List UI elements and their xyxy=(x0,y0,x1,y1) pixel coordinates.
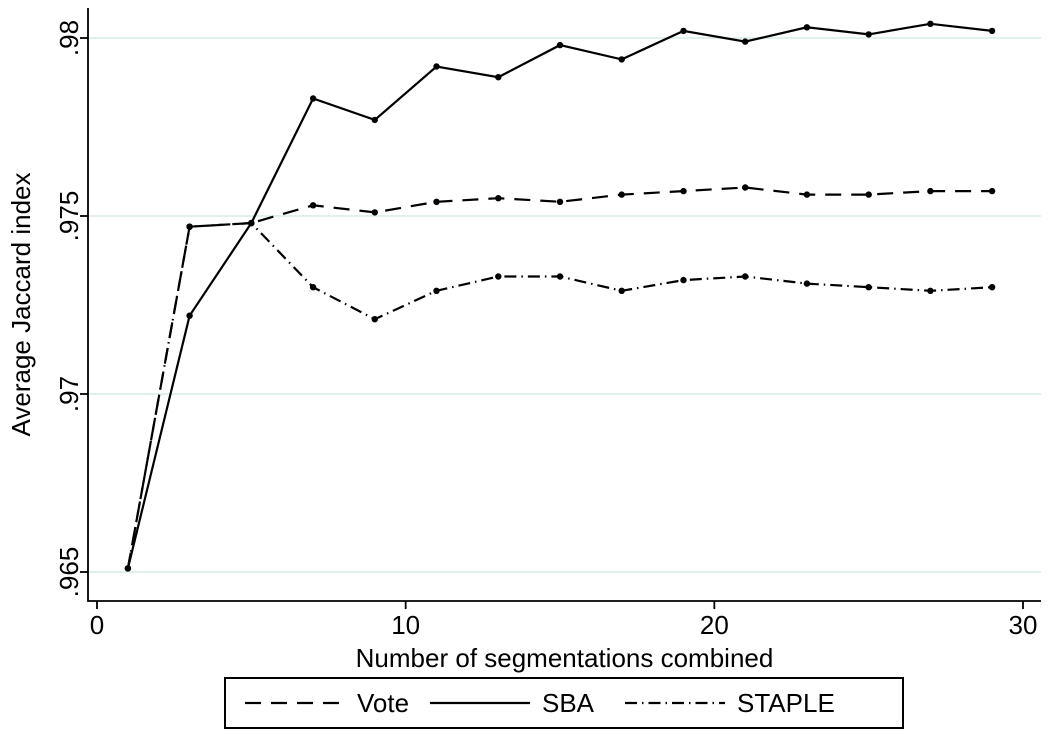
y-tick-label-1: .97 xyxy=(54,376,84,412)
y-tick-label-0: .965 xyxy=(54,547,84,598)
marker-vote xyxy=(618,191,625,198)
marker-staple xyxy=(433,287,440,294)
x-tick-label-3: 30 xyxy=(1009,610,1038,640)
marker-sba xyxy=(803,24,811,31)
marker-vote xyxy=(495,195,502,202)
x-tick-label-2: 20 xyxy=(700,610,729,640)
marker-staple xyxy=(248,219,255,227)
marker-staple xyxy=(927,287,934,294)
marker-sba xyxy=(742,38,749,45)
legend-label-sba: SBA xyxy=(542,688,595,718)
marker-vote xyxy=(433,198,440,205)
marker-sba xyxy=(371,116,378,124)
marker-staple xyxy=(371,316,378,323)
x-axis-label: Number of segmentations combined xyxy=(356,643,774,673)
marker-vote xyxy=(803,191,811,198)
marker-vote xyxy=(309,202,317,209)
marker-staple xyxy=(988,284,996,291)
marker-vote xyxy=(680,187,687,195)
marker-sba xyxy=(186,312,193,319)
y-tick-label-3: .98 xyxy=(54,20,84,56)
marker-vote xyxy=(988,187,996,195)
series-line-vote xyxy=(126,186,993,569)
y-axis-label: Average Jaccard index xyxy=(6,172,36,436)
marker-staple xyxy=(680,276,687,284)
x-tick-label-0: 0 xyxy=(90,610,104,640)
marker-sba xyxy=(865,31,872,38)
marker-sba xyxy=(988,27,996,35)
axis-frame xyxy=(87,8,1041,602)
marker-sba xyxy=(433,63,440,70)
marker-vote xyxy=(927,187,934,195)
marker-staple xyxy=(309,284,317,291)
marker-sba xyxy=(556,41,564,49)
marker-staple xyxy=(803,280,811,287)
marker-staple xyxy=(556,273,564,280)
marker-staple xyxy=(865,284,872,291)
marker-sba xyxy=(618,56,625,63)
marker-staple xyxy=(618,287,625,294)
legend-label-staple: STAPLE xyxy=(737,688,835,718)
marker-vote xyxy=(556,198,564,205)
marker-staple xyxy=(742,273,749,280)
marker-vote xyxy=(865,191,872,198)
y-tick-label-2: .975 xyxy=(54,191,84,242)
marker-staple xyxy=(124,565,132,572)
marker-sba xyxy=(309,95,317,102)
x-tick-label-1: 10 xyxy=(391,610,420,640)
marker-sba xyxy=(495,74,502,81)
marker-sba xyxy=(680,27,687,35)
marker-staple xyxy=(495,273,502,280)
legend-label-vote: Vote xyxy=(357,688,409,718)
marker-vote xyxy=(742,184,749,191)
marker-vote xyxy=(371,209,378,216)
marker-staple xyxy=(186,223,193,230)
marker-sba xyxy=(927,20,934,27)
